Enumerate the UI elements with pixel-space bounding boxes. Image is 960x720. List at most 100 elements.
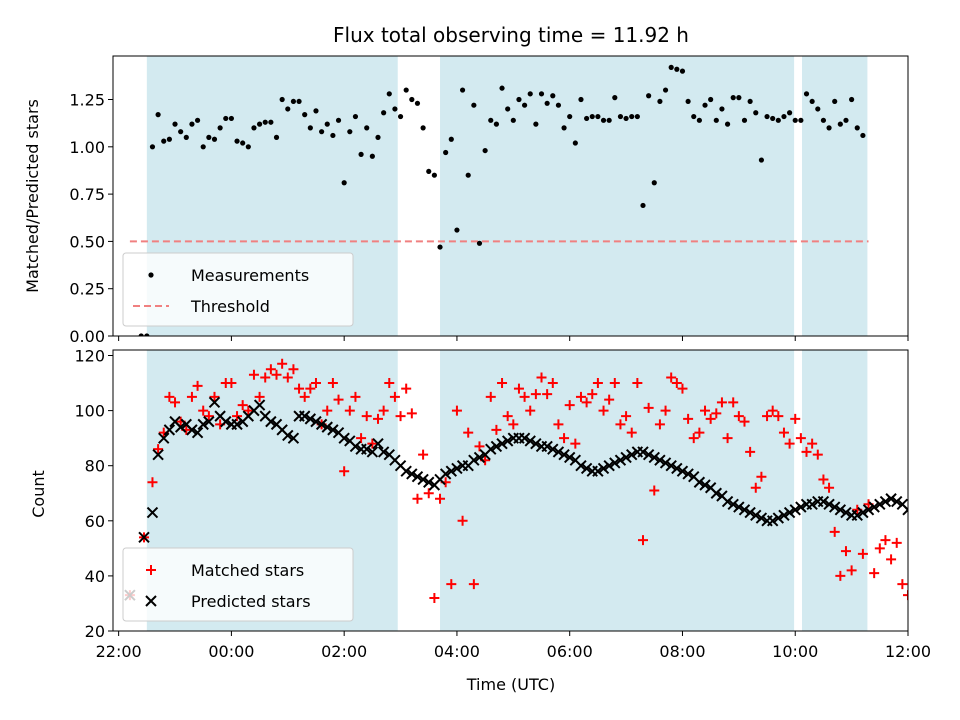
matched-star-point: [536, 372, 547, 383]
predicted-star-point: [473, 451, 486, 464]
matched-star-point: [232, 411, 243, 422]
predicted-star-point: [541, 440, 553, 453]
predicted-star-point: [727, 498, 739, 510]
measurement-point: [533, 121, 539, 127]
matched-star-point: [920, 516, 930, 526]
measurement-point: [166, 136, 172, 142]
predicted-star-point: [654, 454, 666, 466]
matched-star-point: [502, 411, 513, 422]
matched-star-point: [474, 441, 485, 452]
matched-star-point: [248, 369, 259, 380]
x-tick-label: 22:00: [96, 642, 142, 661]
matched-star-point: [931, 615, 941, 625]
measurement-point: [144, 333, 150, 336]
measurement-point: [691, 113, 697, 120]
matched-star-point: [643, 402, 654, 413]
matched-star-point: [909, 474, 919, 484]
predicted-star-point: [485, 443, 497, 455]
predicted-star-point: [603, 459, 615, 472]
top-y-tick-label: 0.75: [69, 185, 105, 204]
measurement-point: [279, 96, 285, 103]
measurement-point: [820, 117, 827, 123]
predicted-star-point: [287, 432, 300, 444]
measurement-point: [849, 96, 855, 103]
matched-star-point: [446, 579, 457, 590]
bottom-y-tick-label: 80: [85, 457, 105, 476]
predicted-star-point: [862, 504, 875, 516]
matched-star-point: [361, 411, 372, 422]
measurement-point: [617, 113, 624, 120]
matched-star-point: [784, 438, 795, 449]
measurement-point: [273, 134, 280, 140]
predicted-star-point: [823, 498, 835, 510]
matched-star-point: [237, 400, 248, 411]
predicted-star-point: [710, 487, 723, 499]
x-tick-label: 10:00: [772, 642, 818, 661]
predicted-star-point: [907, 516, 908, 526]
predicted-star-point: [174, 421, 187, 433]
matched-star-point: [423, 488, 434, 499]
measurement-point: [240, 140, 246, 146]
measurement-point: [217, 125, 223, 131]
matched-star-point: [384, 378, 395, 389]
measurement-point: [206, 134, 212, 140]
predicted-star-point: [265, 415, 277, 428]
measurement-point: [567, 113, 573, 120]
matched-star-point: [615, 419, 626, 430]
top-legend: Measurements Threshold: [122, 252, 354, 327]
matched-star-point: [254, 391, 265, 402]
matched-star-point: [745, 446, 756, 457]
predicted-star-point: [158, 432, 170, 444]
matched-star-point: [243, 405, 254, 416]
predicted-star-point: [524, 435, 536, 447]
measurement-point: [307, 125, 313, 131]
matched-star-point: [322, 405, 333, 416]
measurement-point: [499, 85, 505, 91]
matched-star-point: [654, 419, 665, 430]
measurement-point: [724, 121, 731, 127]
matched-star-point: [801, 446, 812, 457]
measurement-point: [262, 119, 268, 125]
matched-star-point: [886, 554, 897, 565]
matched-star-point: [265, 364, 276, 375]
matched-star-point: [874, 543, 885, 554]
measurement-point: [702, 102, 708, 108]
predicted-star-point: [327, 424, 339, 436]
predicted-star-point: [372, 437, 384, 450]
matched-star-point: [812, 449, 823, 460]
predicted-star-point: [417, 473, 429, 486]
matched-star-point: [310, 378, 321, 389]
matched-star-point: [525, 405, 536, 416]
predicted-star-point: [874, 498, 886, 510]
measurement-point: [600, 117, 607, 123]
predicted-star-point: [783, 506, 796, 519]
matched-star-point: [294, 383, 305, 394]
matched-star-point: [660, 405, 671, 416]
measurement-point: [426, 168, 432, 175]
measurement-point: [172, 121, 178, 127]
measurement-point: [420, 125, 426, 131]
predicted-star-point: [772, 512, 785, 524]
measurement-point: [234, 138, 240, 144]
predicted-star-point: [563, 451, 576, 464]
measurement-point: [589, 113, 595, 120]
matched-star-point: [491, 424, 502, 435]
predicted-star-point: [490, 440, 503, 453]
matched-star-point: [406, 408, 417, 419]
predicted-star-point: [597, 462, 610, 475]
measurement-point: [595, 113, 601, 120]
predicted-star-point: [626, 448, 638, 461]
matched-star-point: [395, 411, 406, 422]
matched-star-point: [581, 397, 592, 408]
predicted-star-point: [755, 512, 768, 524]
legend-label: Matched stars: [191, 561, 304, 580]
measurement-point: [155, 112, 161, 118]
measurement-point: [538, 91, 545, 97]
predicted-star-point: [693, 476, 706, 488]
measurement-point: [228, 115, 235, 122]
measurement-point: [781, 113, 787, 120]
top-y-tick-label: 1.25: [69, 91, 105, 110]
measurement-point: [319, 129, 325, 135]
measurement-point: [296, 98, 302, 105]
